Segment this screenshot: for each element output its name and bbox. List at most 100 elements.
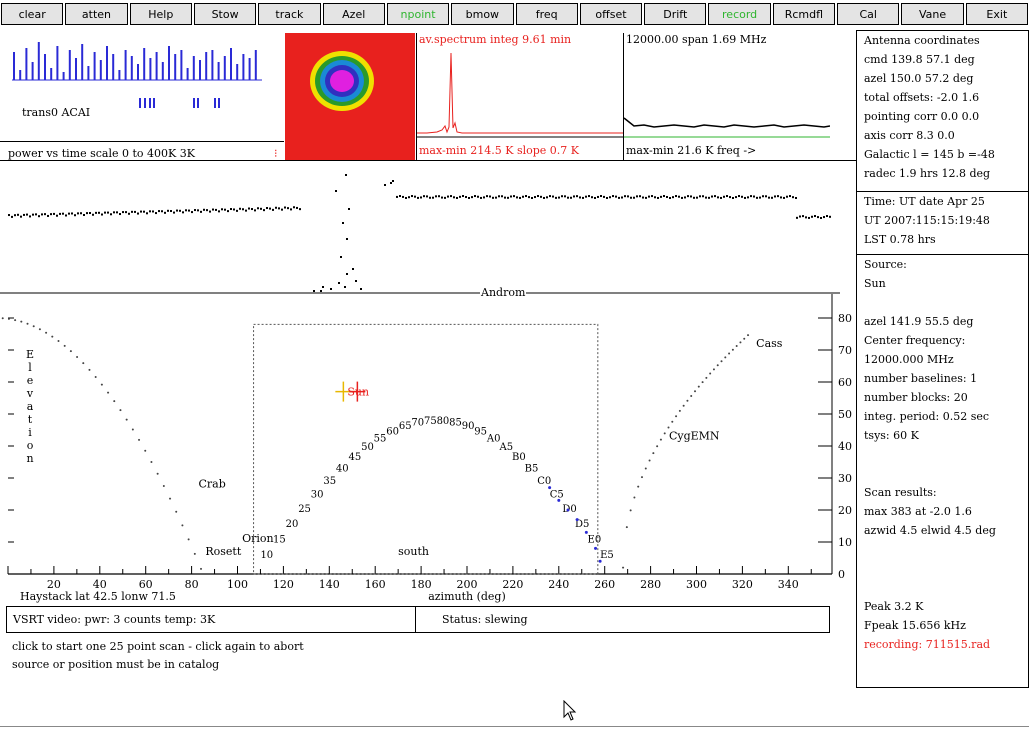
toolbar-button-npoint[interactable]: npoint: [386, 3, 450, 25]
power-sample: [546, 196, 548, 199]
power-sample: [287, 207, 289, 210]
power-sample: [197, 209, 199, 212]
power-sample: [492, 196, 494, 199]
track-dot-crab: [51, 335, 54, 338]
power-sample: [290, 208, 292, 211]
toolbar-button-exit[interactable]: Exit: [965, 3, 1028, 25]
toolbar-button-atten[interactable]: atten: [65, 3, 128, 25]
track-dot-crab: [138, 438, 141, 441]
elevation-label-char: i: [28, 426, 32, 439]
toolbar-button-track[interactable]: track: [258, 3, 321, 25]
power-sample: [98, 211, 100, 214]
toolbar-button-drift[interactable]: Drift: [644, 3, 707, 25]
power-sample: [811, 215, 813, 218]
power-sample: [119, 213, 121, 216]
x-tick-label: 80: [185, 578, 199, 591]
box-coords-line: Antenna coordinates: [864, 34, 980, 47]
x-tick-label: 200: [457, 578, 478, 591]
sun-path-label: 35: [323, 476, 336, 487]
power-sample: [645, 196, 647, 199]
sun-path-label: B0: [512, 452, 526, 463]
power-sample: [116, 211, 118, 214]
power-sample: [552, 195, 554, 198]
toolbar-button-rcmdfl[interactable]: Rcmdfl: [772, 3, 836, 25]
sky-map: 20 40 60 80 100 120 140 160 180 200 220 240 260 280 30…: [1, 294, 852, 603]
toolbar-button-cal[interactable]: Cal: [837, 3, 900, 25]
power-sample: [390, 182, 392, 184]
x-tick-label: 260: [594, 578, 615, 591]
power-sample: [71, 212, 73, 215]
power-sample: [747, 196, 749, 199]
box-coords-line: total offsets: -2.0 1.6: [864, 91, 980, 104]
toolbar-button-azel[interactable]: Azel: [322, 3, 385, 25]
power-sample: [32, 213, 34, 216]
track-dot-cass: [743, 337, 746, 340]
track-dot-blue: [566, 508, 570, 512]
power-sample: [62, 212, 64, 215]
power-sample: [435, 195, 437, 198]
power-sample: [432, 196, 434, 199]
power-sample: [741, 195, 743, 198]
power-sample: [792, 196, 794, 199]
power-sample: [582, 196, 584, 199]
antenna-coords-box: Antenna coordinates cmd 139.8 57.1 deg aze…: [856, 30, 1029, 192]
power-sample: [489, 195, 491, 198]
power-sample: [340, 256, 342, 258]
x-tick-label: 220: [502, 578, 523, 591]
toolbar-button-freq[interactable]: freq: [515, 3, 578, 25]
box-coords-line: radec 1.9 hrs 12.8 deg: [864, 167, 991, 180]
power-sample: [408, 196, 410, 199]
power-sample: [414, 195, 416, 198]
power-sample: [789, 195, 791, 198]
track-dot-crab: [57, 340, 60, 343]
power-sample: [257, 207, 259, 210]
track-dot-cass: [712, 368, 715, 371]
power-sample: [579, 196, 581, 199]
beam-map: [285, 33, 415, 161]
power-sample: [459, 195, 461, 198]
track-dot-cass: [656, 445, 659, 448]
power-sample: [47, 214, 49, 217]
power-sample: [732, 196, 734, 199]
track-dot-cass: [694, 390, 697, 393]
track-dot-blue: [548, 486, 552, 490]
power-sample: [750, 195, 752, 198]
y-tick-label: 20: [838, 504, 852, 517]
power-sample: [711, 195, 713, 198]
track-dot-crab: [200, 567, 203, 570]
x-tick-label: 280: [640, 578, 661, 591]
power-sample: [438, 195, 440, 198]
toolbar-button-bmow[interactable]: bmow: [451, 3, 514, 25]
power-sample: [498, 195, 500, 198]
power-sample: [627, 195, 629, 198]
toolbar-button-stow[interactable]: Stow: [193, 3, 257, 25]
toolbar-button-help[interactable]: Help: [129, 3, 192, 25]
power-sample: [702, 195, 704, 198]
toolbar-button-clear[interactable]: clear: [1, 3, 64, 25]
power-sample: [272, 208, 274, 211]
track-dot-crab: [144, 449, 147, 452]
toolbar-button-vane[interactable]: Vane: [901, 3, 964, 25]
power-sample: [597, 195, 599, 198]
toolbar-button-offset[interactable]: offset: [579, 3, 643, 25]
power-sample: [420, 196, 422, 199]
sun-label: Sun: [347, 386, 369, 399]
track-dot-cass: [701, 381, 704, 384]
power-sample: [396, 195, 398, 198]
track-dot-crab: [82, 362, 85, 365]
sun-path-label: E0: [588, 534, 602, 545]
power-sample: [780, 196, 782, 199]
power-sample: [248, 207, 250, 210]
power-sample: [453, 196, 455, 199]
track-dot-cass: [720, 360, 723, 363]
power-sample: [137, 212, 139, 215]
track-dot-crab: [175, 510, 178, 513]
x-tick-label: 240: [548, 578, 569, 591]
box-source-line: Fpeak 15.656 kHz: [864, 619, 966, 632]
power-sample: [777, 195, 779, 198]
toolbar-button-record[interactable]: record: [708, 3, 771, 25]
power-sample: [765, 195, 767, 198]
power-sample: [212, 208, 214, 211]
track-dot-crab: [181, 524, 184, 527]
power-sample: [666, 195, 668, 198]
